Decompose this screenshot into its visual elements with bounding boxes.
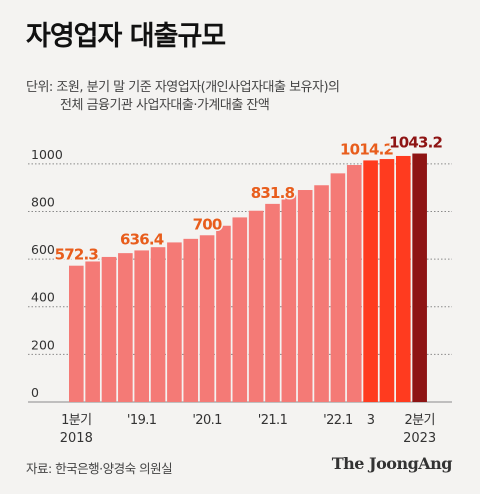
data-label: 1043.2 [389,134,442,152]
bar [134,250,149,402]
bar [396,155,411,402]
x-tick-label: 3 [367,413,375,428]
chart-subtitle-line1: 단위: 조원, 분기 말 기준 자영업자(개인사업자대출 보유자)의 [26,80,340,95]
source-note: 자료: 한국은행·양경숙 의원실 [26,461,173,476]
publisher-logo: The JoongAng [331,454,453,473]
bar [281,195,297,402]
chart-title: 자영업자 대출규모 [26,21,226,52]
y-tick-label: 0 [31,385,39,400]
bar [167,242,182,402]
bar [101,256,117,402]
bar [297,190,313,402]
chart-subtitle-line2: 전체 금융기관 사업자대출·가계대출 잔액 [60,98,270,113]
bar [69,265,84,402]
y-tick-label: 200 [31,337,55,352]
bar [379,159,395,402]
x-axis-ticks: 1분기 2018 '19.1 '20.1 '21.1 '22.1 3 2분기 2023 [60,413,436,446]
x-tick-label: 2분기 [404,413,434,428]
bar [118,253,133,402]
bar [216,225,231,402]
bar [265,203,280,402]
bar [85,261,100,402]
bar [248,210,264,402]
data-label: 636.4 [120,230,164,248]
x-tick-label: '21.1 [258,413,288,428]
data-label: 831.8 [251,184,295,202]
bar [199,235,215,402]
x-tick-label: 1분기 [61,413,91,428]
x-tick-label-year: 2018 [60,431,93,446]
bar [314,185,329,402]
bar [346,165,362,402]
x-tick-label: '19.1 [127,413,157,428]
bar [363,160,378,402]
bar [183,238,199,402]
bar [412,153,427,402]
y-axis-ticks: 0 200 400 600 800 1000 [31,147,63,400]
y-tick-label: 800 [31,194,55,209]
data-label: 572.3 [55,246,99,264]
bar [150,247,166,402]
bar [232,217,248,402]
x-tick-label: '22.1 [323,413,353,428]
data-label: 1014.2 [340,140,393,158]
bars [69,153,427,402]
bar [330,173,346,402]
y-tick-label: 1000 [31,147,63,162]
data-label: 700 [193,215,222,233]
y-tick-label: 400 [31,290,55,305]
x-tick-label: '20.1 [192,413,222,428]
x-tick-label-year: 2023 [403,431,436,446]
y-tick-label: 600 [31,242,55,257]
